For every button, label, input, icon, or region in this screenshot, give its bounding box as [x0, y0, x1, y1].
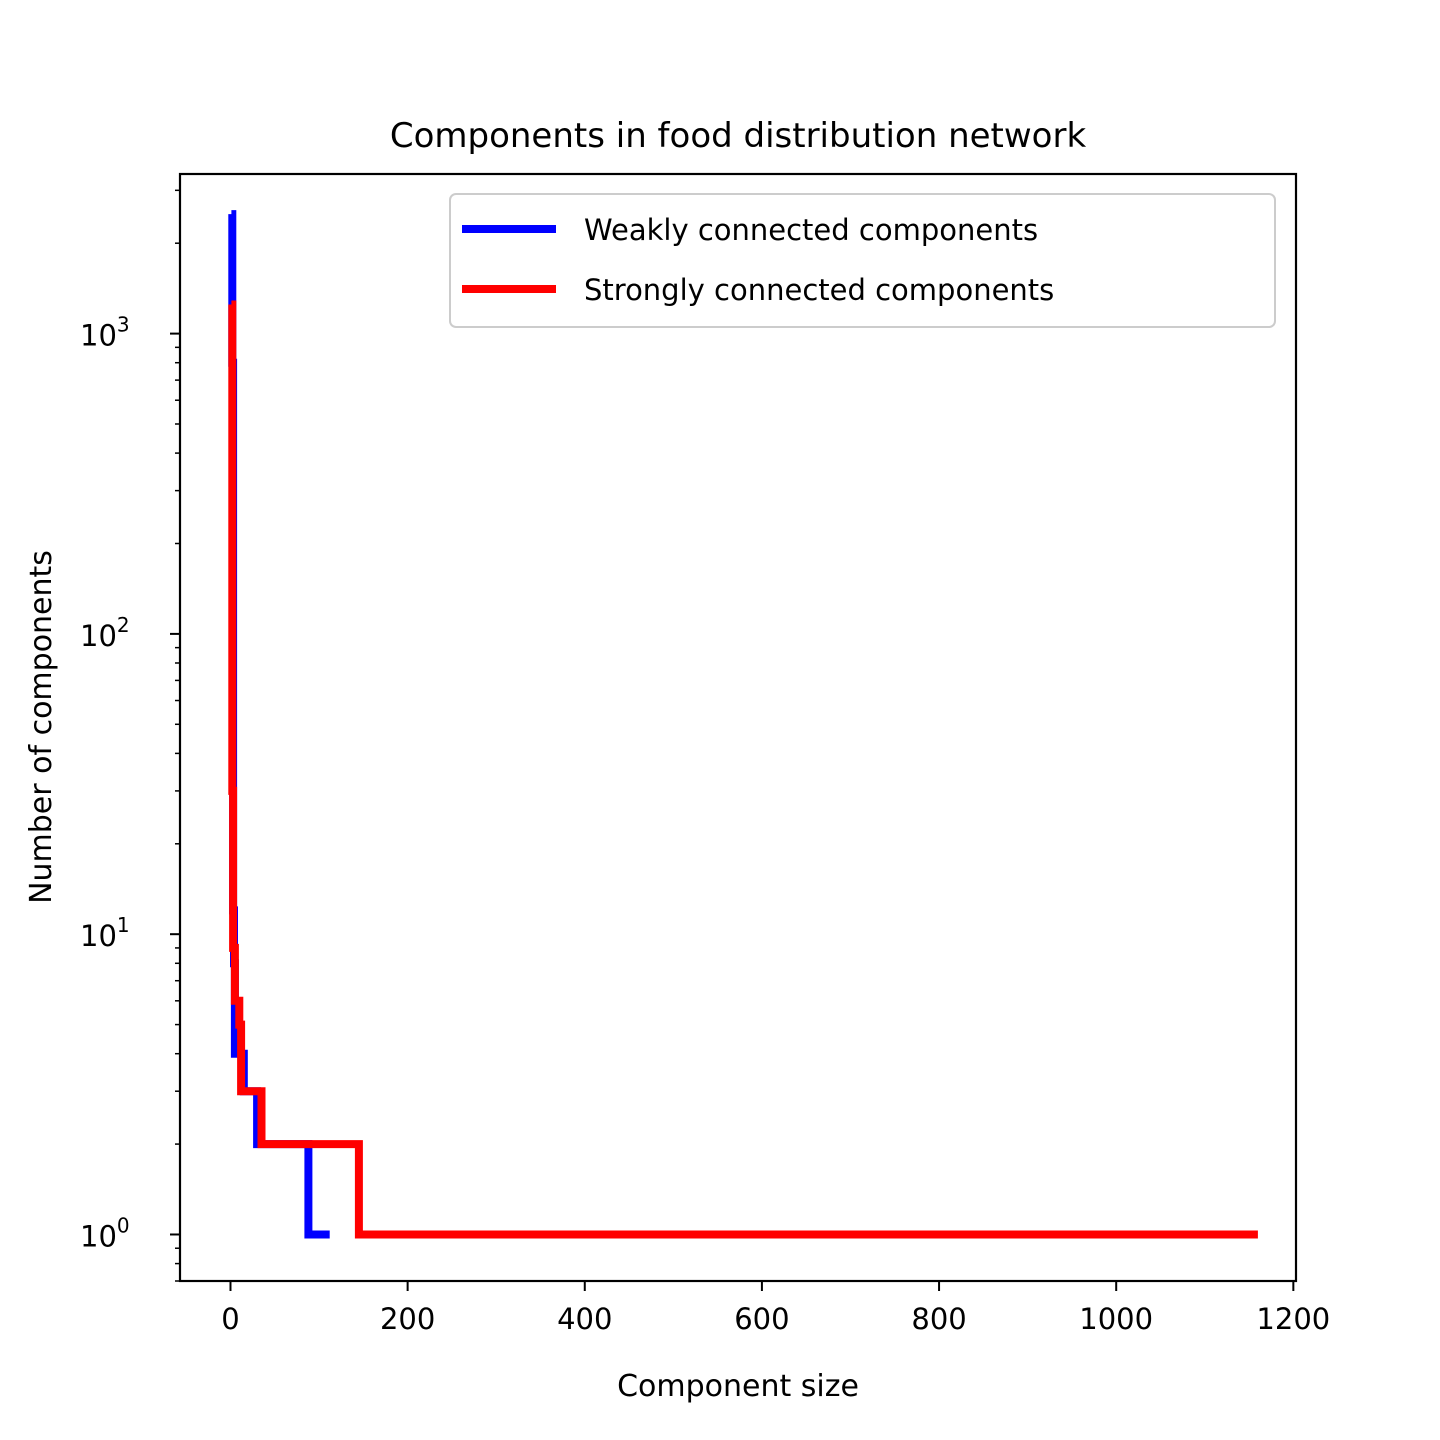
plot-frame	[178, 172, 1298, 1283]
legend: Weakly connected components Strongly con…	[449, 193, 1276, 328]
x-tick-label: 1000	[1079, 1302, 1153, 1336]
x-tick-label: 600	[734, 1302, 789, 1336]
legend-label-strongly: Strongly connected components	[584, 273, 1054, 307]
series-layer	[228, 210, 1258, 1239]
x-tick-label: 0	[221, 1302, 239, 1336]
chart-title: Components in food distribution network	[390, 116, 1087, 156]
x-tick-label: 200	[380, 1302, 435, 1336]
legend-box	[449, 193, 1276, 328]
y-axis-ticks: 100 101 102 103	[80, 189, 180, 1282]
y-tick-label: 101	[80, 913, 130, 953]
y-axis-label: Number of components	[24, 550, 59, 904]
y-tick-label: 100	[80, 1213, 130, 1253]
legend-label-weakly: Weakly connected components	[584, 213, 1038, 247]
y-tick-label: 103	[80, 313, 130, 353]
x-axis-ticks: 0 200 400 600 800 1000 1200	[221, 1281, 1330, 1336]
y-tick-label: 102	[80, 613, 130, 653]
x-tick-label: 400	[557, 1302, 612, 1336]
x-axis-label: Component size	[617, 1369, 859, 1404]
x-tick-label: 800	[911, 1302, 966, 1336]
x-tick-label: 1200	[1256, 1302, 1330, 1336]
series-line-strongly	[228, 300, 1258, 1239]
